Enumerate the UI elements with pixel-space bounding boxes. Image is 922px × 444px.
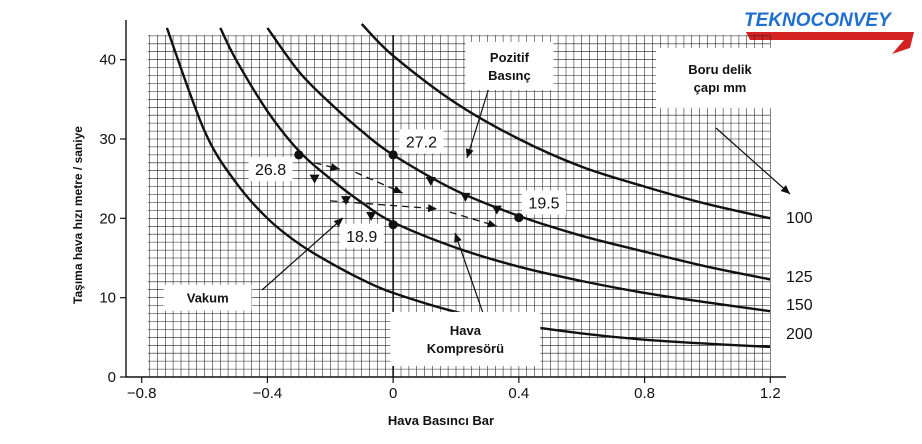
value-label: 27.2 xyxy=(406,134,437,151)
curve-bore-200 xyxy=(165,27,771,349)
data-point-triangle xyxy=(366,211,377,221)
data-point-triangle xyxy=(341,196,351,206)
kompresor-leader-line xyxy=(454,232,485,317)
logo-graphic: TEKNOCONVEY xyxy=(744,10,914,54)
chart-labels: 26.8 27.2 19.5 18.9 Pozitif Basınç Boru delik ç… xyxy=(163,42,813,366)
callout-box xyxy=(163,284,252,311)
pozitif-leader-head xyxy=(465,148,474,158)
value-label-box xyxy=(248,157,293,182)
y-tick-label: 30 xyxy=(99,131,116,148)
callout-box xyxy=(465,42,554,91)
dashed-arrow-head xyxy=(487,219,497,228)
y-tick-label: 0 xyxy=(108,369,116,386)
vakum-leader-line xyxy=(261,217,344,291)
data-point-dot xyxy=(388,220,398,230)
callout-text: Hava xyxy=(450,323,482,338)
callout-text: Basınç xyxy=(488,68,531,83)
x-tick-label: −0.4 xyxy=(253,385,283,402)
value-label: 18.9 xyxy=(346,229,377,246)
callout-box xyxy=(656,47,784,108)
bore-size-label: 125 xyxy=(786,269,813,286)
curve-bore-100 xyxy=(360,23,771,220)
vakum-leader-head xyxy=(333,218,343,227)
dashed-arrow-line xyxy=(330,200,438,210)
curve-bore-150 xyxy=(219,27,771,313)
dashed-arrow-head xyxy=(392,185,403,194)
callout-text: Kompresörü xyxy=(427,341,504,356)
dashed-arrow-head xyxy=(427,204,438,213)
kompresor-leader-head xyxy=(454,233,462,243)
y-axis-title: Taşıma hava hızı metre / saniye xyxy=(71,126,85,304)
callout-text: Pozitif xyxy=(490,50,530,65)
y-tick-label: 10 xyxy=(99,290,116,307)
value-label-box xyxy=(399,129,444,154)
dashed-arrow-head xyxy=(330,163,340,171)
x-tick-label: 0 xyxy=(389,385,397,402)
x-tick-label: −0.8 xyxy=(127,385,157,402)
teknoconvey-logo: TEKNOCONVEY xyxy=(742,4,918,56)
bore-size-label: 100 xyxy=(786,210,813,227)
x-tick-label: 1.2 xyxy=(760,385,781,402)
bore-leader-head xyxy=(780,185,790,194)
callout-text: Vakum xyxy=(187,291,229,306)
data-point-dot xyxy=(388,150,398,160)
logo-wordmark: TEKNOCONVEY xyxy=(744,10,893,31)
bore-leader-line xyxy=(715,127,791,195)
value-label: 26.8 xyxy=(255,162,286,179)
logo-swoosh xyxy=(746,32,914,54)
x-tick-label: 0.8 xyxy=(634,385,655,402)
bore-size-label: 150 xyxy=(786,297,813,314)
value-label-box xyxy=(339,223,384,248)
y-tick-label: 40 xyxy=(99,52,116,69)
data-point-triangle xyxy=(460,192,471,202)
data-point-triangle xyxy=(491,205,502,215)
data-point-dot xyxy=(294,150,304,160)
x-tick-label: 0.4 xyxy=(508,385,529,402)
value-label-box xyxy=(522,190,566,215)
callout-text: çapı mm xyxy=(694,80,747,95)
dashed-arrow-line xyxy=(314,162,340,170)
callout-box xyxy=(390,311,541,366)
bore-size-label: 200 xyxy=(786,326,813,343)
callout-text: Boru delik xyxy=(688,62,752,77)
y-tick-label: 20 xyxy=(99,210,116,227)
value-label: 19.5 xyxy=(528,195,559,212)
x-axis-title: Hava Basıncı Bar xyxy=(388,413,494,428)
chart-axes: −0.8 −0.4 0 0.4 0.8 1.2 0 10 20 30 40 Hava Basıncı … xyxy=(71,20,786,428)
data-point-triangle xyxy=(309,174,320,184)
data-point-triangle xyxy=(425,177,436,187)
data-point-dot xyxy=(514,212,524,223)
